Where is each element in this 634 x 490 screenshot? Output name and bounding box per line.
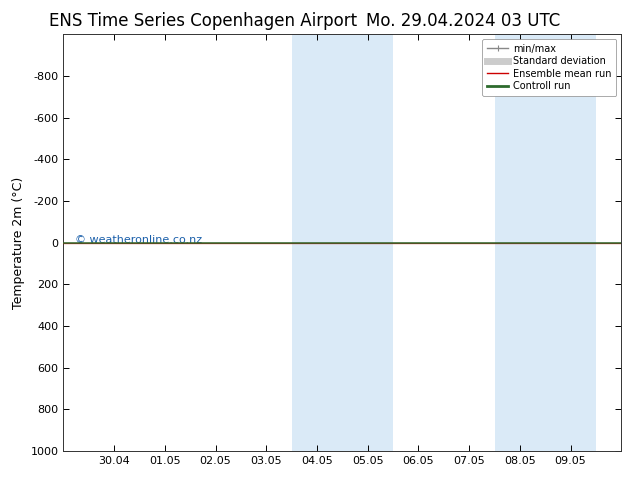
Bar <box>342 34 393 451</box>
Text: © weatheronline.co.nz: © weatheronline.co.nz <box>75 236 202 245</box>
Bar <box>545 34 596 451</box>
Bar <box>495 34 545 451</box>
Text: ENS Time Series Copenhagen Airport: ENS Time Series Copenhagen Airport <box>49 12 357 30</box>
Legend: min/max, Standard deviation, Ensemble mean run, Controll run: min/max, Standard deviation, Ensemble me… <box>482 39 616 96</box>
Bar <box>292 34 342 451</box>
Text: Mo. 29.04.2024 03 UTC: Mo. 29.04.2024 03 UTC <box>366 12 560 30</box>
Y-axis label: Temperature 2m (°C): Temperature 2m (°C) <box>12 176 25 309</box>
